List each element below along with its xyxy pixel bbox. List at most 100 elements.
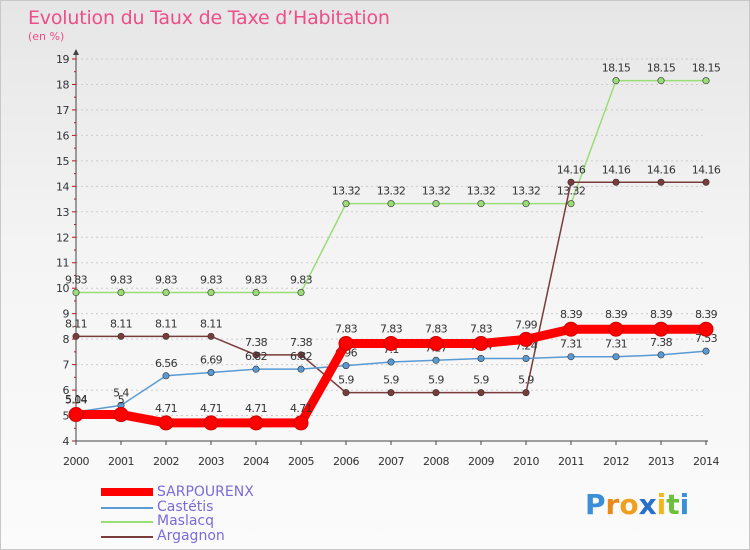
x-tick-label: 2000 bbox=[63, 455, 89, 468]
x-tick-label: 2012 bbox=[603, 455, 629, 468]
data-point bbox=[293, 415, 309, 431]
data-label: 5.9 bbox=[428, 374, 444, 387]
data-point bbox=[518, 331, 534, 347]
x-tick-label: 2009 bbox=[468, 455, 494, 468]
data-label: 6.82 bbox=[290, 350, 312, 363]
chart-title: Evolution du Taux de Taxe d’Habitation bbox=[28, 7, 390, 29]
data-point bbox=[342, 389, 350, 397]
data-point bbox=[387, 389, 395, 397]
data-point bbox=[612, 178, 620, 186]
data-point bbox=[563, 321, 579, 337]
y-tick-label: 7 bbox=[63, 359, 70, 372]
x-tick-label: 2004 bbox=[243, 455, 269, 468]
data-label: 5.04 bbox=[65, 394, 88, 407]
x-tick-label: 2003 bbox=[198, 455, 224, 468]
y-tick-label: 13 bbox=[56, 206, 69, 219]
legend-swatch-sarpourenx bbox=[101, 488, 153, 496]
data-label: 13.32 bbox=[557, 185, 586, 198]
data-label: 9.83 bbox=[290, 274, 313, 287]
x-tick-label: 2001 bbox=[108, 455, 134, 468]
data-point bbox=[432, 356, 440, 364]
data-point bbox=[702, 347, 710, 355]
data-label: 14.16 bbox=[557, 163, 586, 176]
data-point bbox=[657, 178, 665, 186]
data-label: 9.83 bbox=[200, 274, 223, 287]
data-label: 5.4 bbox=[113, 386, 129, 399]
data-point bbox=[522, 354, 530, 362]
data-label: 6.69 bbox=[200, 353, 223, 366]
data-point bbox=[567, 178, 575, 186]
y-tick-label: 15 bbox=[56, 155, 69, 168]
y-tick-label: 16 bbox=[56, 129, 69, 142]
data-point bbox=[162, 289, 170, 297]
series-argagnon: 8.11 8.11 8.11 8.11 7.38 7.38 5.9 5.9 5.9 5.9 5.9 1… bbox=[65, 163, 721, 397]
data-point bbox=[477, 200, 485, 208]
data-label: 13.32 bbox=[377, 185, 406, 198]
logo-letter: i bbox=[656, 488, 667, 521]
y-tick-label: 11 bbox=[56, 257, 69, 270]
data-label: 9.83 bbox=[245, 274, 268, 287]
data-point bbox=[252, 351, 260, 359]
logo-letter: r bbox=[605, 488, 620, 521]
data-point bbox=[477, 354, 485, 362]
data-label: 8.11 bbox=[110, 317, 132, 330]
data-label: 7.83 bbox=[335, 322, 358, 335]
legend-label-castetis: Castétis bbox=[157, 498, 214, 515]
data-label: 7.83 bbox=[470, 322, 493, 335]
data-point bbox=[432, 200, 440, 208]
data-label: 7.53 bbox=[695, 332, 718, 345]
data-point bbox=[342, 362, 350, 370]
data-label: 5.9 bbox=[338, 374, 354, 387]
data-point bbox=[297, 351, 305, 359]
data-label: 9.83 bbox=[65, 274, 88, 287]
data-point bbox=[657, 351, 665, 359]
data-label: 7.31 bbox=[560, 338, 582, 351]
logo-letter: x bbox=[638, 488, 657, 521]
data-point bbox=[657, 77, 665, 85]
legend-swatch-maslacq bbox=[101, 521, 153, 523]
legend-label-maslacq: Maslacq bbox=[157, 513, 215, 529]
unit-label: (en %) bbox=[28, 30, 65, 43]
data-label: 7.83 bbox=[425, 322, 448, 335]
data-label: 5.9 bbox=[383, 374, 399, 387]
data-label: 14.16 bbox=[692, 163, 721, 176]
data-label: 8.11 bbox=[65, 317, 87, 330]
x-tick-label: 2002 bbox=[153, 455, 179, 468]
data-point bbox=[698, 321, 714, 337]
y-tick-label: 8 bbox=[63, 333, 70, 346]
data-point bbox=[473, 335, 489, 351]
data-point bbox=[252, 365, 260, 373]
data-label: 7.83 bbox=[380, 322, 403, 335]
y-tick-label: 19 bbox=[56, 53, 69, 66]
proxiti-logo: Proxiti bbox=[585, 488, 689, 521]
data-point bbox=[432, 389, 440, 397]
data-point bbox=[297, 365, 305, 373]
data-label: 14.16 bbox=[647, 163, 676, 176]
data-label: 18.15 bbox=[602, 62, 631, 75]
x-tick-label: 2014 bbox=[693, 455, 719, 468]
data-label: 7.99 bbox=[515, 318, 538, 331]
data-point bbox=[297, 289, 305, 297]
data-label: 7.38 bbox=[245, 336, 268, 349]
data-label: 8.11 bbox=[200, 317, 222, 330]
data-point bbox=[162, 372, 170, 380]
data-point bbox=[612, 77, 620, 85]
data-point bbox=[522, 389, 530, 397]
data-label: 5.9 bbox=[518, 374, 534, 387]
legend-swatch-castetis bbox=[101, 506, 153, 509]
data-point bbox=[207, 332, 215, 340]
data-label: 4.71 bbox=[155, 402, 177, 415]
data-label: 18.15 bbox=[692, 62, 721, 75]
data-point bbox=[567, 353, 575, 361]
data-label: 13.32 bbox=[422, 185, 451, 198]
x-tick-label: 2013 bbox=[648, 455, 674, 468]
data-label: 4.71 bbox=[200, 402, 222, 415]
y-tick-label: 17 bbox=[56, 104, 69, 117]
y-tick-label: 6 bbox=[63, 384, 70, 397]
legend-swatch-argagnon bbox=[101, 535, 153, 538]
data-label: 8.11 bbox=[155, 317, 177, 330]
data-point bbox=[68, 407, 84, 423]
y-tick-label: 12 bbox=[56, 231, 69, 244]
data-point bbox=[158, 415, 174, 431]
